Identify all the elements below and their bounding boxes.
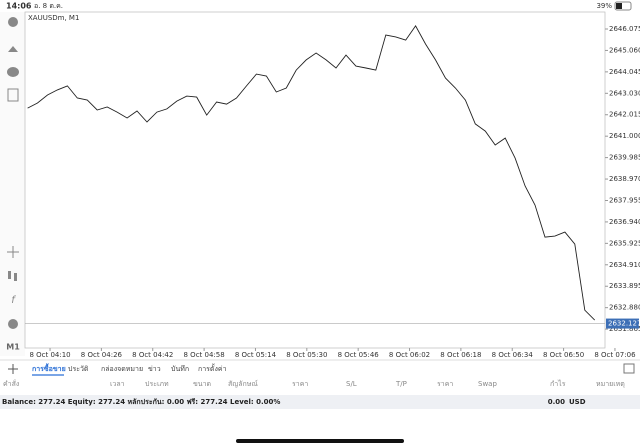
chart-frame	[24, 11, 606, 349]
account-icon[interactable]	[8, 17, 18, 27]
y-tick-label: 2644.045	[609, 68, 640, 76]
x-tick-label: 8 Oct 04:26	[81, 351, 123, 359]
y-tick-label: 2633.895	[609, 282, 640, 290]
add-button[interactable]	[8, 364, 18, 374]
column-header: Swap	[478, 380, 497, 388]
crosshair-icon[interactable]	[7, 246, 19, 258]
column-header: ขนาด	[193, 380, 211, 388]
tab[interactable]: บันทึก	[171, 364, 189, 373]
new-icon[interactable]	[7, 88, 19, 102]
y-tick-label: 2634.910	[609, 261, 640, 269]
tab[interactable]: ข่าว	[148, 365, 161, 373]
timeframe[interactable]: M1	[6, 343, 20, 352]
chart-type-icon[interactable]	[8, 271, 11, 279]
current-price-box	[606, 318, 639, 329]
y-tick-label: 2638.970	[609, 175, 640, 183]
x-tick-label: 8 Oct 05:30	[286, 351, 327, 359]
panel-icon[interactable]	[623, 363, 635, 374]
y-tick-label: 2632.880	[609, 304, 640, 312]
chart-type-icon-2[interactable]	[14, 273, 17, 281]
x-tick-label: 8 Oct 05:14	[235, 351, 277, 359]
x-tick-label: 8 Oct 04:58	[184, 351, 225, 359]
account-summary: Balance: 277.24 Equity: 277.24 หลักประกั…	[2, 398, 280, 406]
clock: 14:06	[6, 2, 32, 11]
y-tick-label: 2643.030	[609, 89, 640, 97]
current-price-label: 2632.127	[608, 320, 640, 328]
balance-row	[0, 395, 640, 409]
y-tick-label: 2635.925	[609, 239, 640, 247]
tab[interactable]: การตั้งค่า	[198, 362, 227, 373]
tab[interactable]: กล่องจดหมาย	[101, 365, 143, 373]
column-header: ประเภท	[145, 380, 169, 388]
column-header: หมายเหตุ	[596, 380, 625, 388]
currency: USD	[569, 398, 586, 406]
x-tick-label: 8 Oct 06:50	[543, 351, 584, 359]
y-tick-label: 2636.940	[609, 218, 640, 226]
battery-level: 39%	[596, 2, 612, 10]
column-header: S/L	[346, 380, 357, 388]
y-tick-label: 2639.985	[609, 154, 640, 162]
price-line	[27, 25, 596, 321]
x-tick-label: 8 Oct 07:06	[594, 351, 636, 359]
x-tick-label: 8 Oct 06:34	[492, 351, 534, 359]
home-indicator	[236, 439, 404, 443]
column-header: สัญลักษณ์	[228, 380, 258, 388]
x-tick-label: 8 Oct 06:02	[389, 351, 430, 359]
y-tick-label: 2631.865	[609, 325, 640, 333]
y-tick-label: 2646.075	[609, 25, 640, 33]
column-header: กำไร	[550, 379, 566, 388]
y-tick-label: 2642.015	[609, 111, 640, 119]
x-tick-label: 8 Oct 05:46	[338, 351, 380, 359]
column-header: เวลา	[110, 380, 125, 388]
column-header: ราคา	[292, 380, 308, 388]
battery-fill	[616, 3, 622, 9]
tab[interactable]: การซื้อขาย	[32, 362, 66, 373]
chart-title: XAUUSDm, M1	[28, 14, 79, 22]
total-profit: 0.00	[548, 398, 565, 406]
x-tick-label: 8 Oct 04:42	[132, 351, 173, 359]
date: อ. 8 ต.ค.	[34, 2, 63, 10]
battery-icon	[614, 1, 632, 11]
y-tick-label: 2645.060	[609, 46, 640, 54]
tab[interactable]: ประวัติ	[68, 365, 89, 373]
trade-icon[interactable]	[8, 46, 18, 52]
x-tick-label: 8 Oct 06:18	[440, 351, 481, 359]
indicator-icon[interactable]: f	[11, 295, 16, 306]
column-header: ราคา	[437, 380, 453, 388]
objects-icon[interactable]	[8, 319, 18, 329]
column-header: คำสั่ง	[3, 379, 19, 388]
y-tick-label: 2641.000	[609, 132, 640, 140]
column-header: T/P	[395, 380, 407, 388]
y-tick-label: 2637.955	[609, 196, 640, 204]
x-tick-label: 8 Oct 04:10	[29, 351, 70, 359]
chat-icon[interactable]	[7, 67, 19, 77]
